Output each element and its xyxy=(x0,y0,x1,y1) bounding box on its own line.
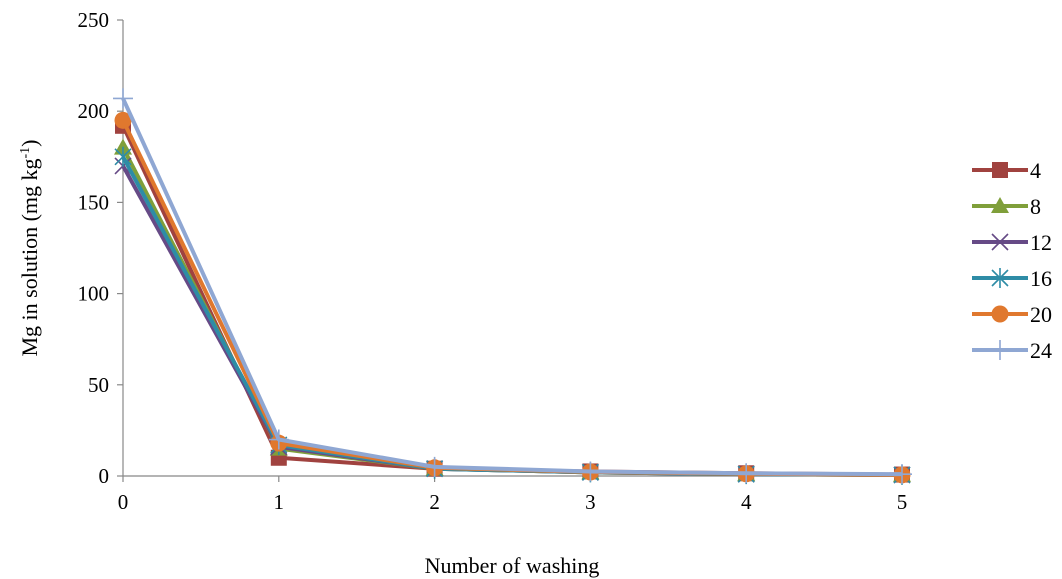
series-line xyxy=(121,97,903,477)
data-point xyxy=(113,88,133,109)
axes xyxy=(122,20,902,477)
series-line xyxy=(121,124,903,477)
legend-marker xyxy=(990,340,1010,360)
y-axis-title-main: Mg in solution (mg kg xyxy=(17,158,42,356)
legend-label: 8 xyxy=(1030,194,1041,219)
y-axis-title-superscript: -1 xyxy=(18,147,33,159)
legend-item-24: 24 xyxy=(972,338,1052,363)
data-point xyxy=(580,461,601,482)
legend-item-20: 20 xyxy=(972,302,1052,327)
data-point xyxy=(114,111,132,129)
x-tick-label: 0 xyxy=(118,490,129,514)
series-line xyxy=(121,146,903,477)
data-point xyxy=(114,146,132,167)
legend-label: 4 xyxy=(1030,158,1041,183)
legend-label: 12 xyxy=(1030,230,1052,255)
legend-marker xyxy=(992,162,1008,178)
series-8 xyxy=(114,138,911,482)
legend-item-8: 8 xyxy=(972,194,1041,219)
x-axis-title: Number of washing xyxy=(425,553,600,578)
y-tick-label: 100 xyxy=(78,282,110,306)
y-tick-label: 150 xyxy=(78,190,110,214)
x-tick-label: 3 xyxy=(585,490,596,514)
data-point xyxy=(424,456,445,477)
legend-label: 16 xyxy=(1030,266,1052,291)
series-4 xyxy=(115,117,910,483)
y-tick-label: 0 xyxy=(99,464,110,488)
x-tick-label: 4 xyxy=(741,490,752,514)
series-20 xyxy=(114,111,911,484)
legend-item-16: 16 xyxy=(972,266,1052,291)
series-line xyxy=(121,164,903,477)
legend-marker xyxy=(991,268,1009,288)
legend-item-4: 4 xyxy=(972,158,1041,183)
y-axis-title-close: ) xyxy=(17,139,42,146)
x-tick-label: 5 xyxy=(897,490,908,514)
legend-marker xyxy=(991,305,1009,323)
legend-label: 24 xyxy=(1030,338,1052,363)
x-tick-label: 1 xyxy=(274,490,285,514)
legend-marker xyxy=(991,197,1009,213)
y-tick-label: 200 xyxy=(78,99,110,123)
y-tick-label: 250 xyxy=(78,8,110,32)
data-point xyxy=(736,463,757,484)
y-ticks: 0 50 100 150 200 250 xyxy=(78,8,123,488)
legend: 4 8 12 16 20 24 xyxy=(972,158,1052,363)
series-layer xyxy=(113,88,912,485)
data-point xyxy=(268,429,289,450)
series-16 xyxy=(114,146,911,485)
x-ticks: 0 1 2 3 4 5 xyxy=(118,476,908,514)
legend-item-12: 12 xyxy=(972,230,1052,255)
series-12 xyxy=(114,157,911,484)
legend-marker xyxy=(991,233,1009,251)
data-point xyxy=(892,464,912,485)
y-tick-label: 50 xyxy=(88,373,109,397)
y-axis-title: Mg in solution (mg kg-1) xyxy=(17,139,42,356)
series-24 xyxy=(113,88,912,485)
x-tick-label: 2 xyxy=(429,490,440,514)
data-point xyxy=(114,138,132,155)
legend-label: 20 xyxy=(1030,302,1052,327)
series-line xyxy=(121,119,903,477)
series-line xyxy=(121,155,903,477)
